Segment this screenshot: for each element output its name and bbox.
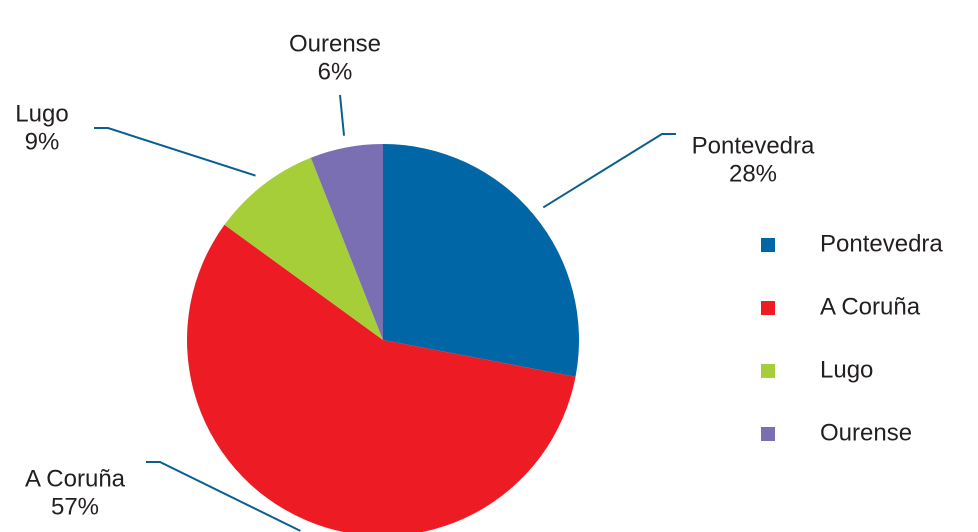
data-label-value: 9%	[25, 128, 60, 155]
data-label-name: Lugo	[15, 100, 68, 127]
legend-label: Ourense	[820, 419, 912, 446]
legend-label: A Coruña	[820, 293, 921, 320]
pie-slice	[310, 144, 383, 340]
data-label-name: Pontevedra	[692, 132, 815, 159]
data-label-value: 6%	[318, 58, 353, 85]
legend-swatch	[761, 427, 775, 441]
data-label-name: A Coruña	[25, 465, 126, 492]
data-label-name: Ourense	[289, 30, 381, 57]
legend-swatch	[761, 238, 775, 252]
leader-line	[339, 94, 346, 136]
pie-slice	[224, 157, 383, 340]
pie-slice	[187, 224, 576, 532]
legend-swatch	[761, 364, 775, 378]
data-label-value: 28%	[729, 160, 777, 187]
leader-line	[146, 461, 301, 532]
leader-line	[94, 127, 256, 177]
data-label-value: 57%	[51, 493, 99, 520]
leader-line	[542, 133, 676, 209]
legend-label: Pontevedra	[820, 230, 943, 257]
legend-label: Lugo	[820, 356, 873, 383]
legend-swatch	[761, 301, 775, 315]
pie-slice	[383, 144, 580, 377]
